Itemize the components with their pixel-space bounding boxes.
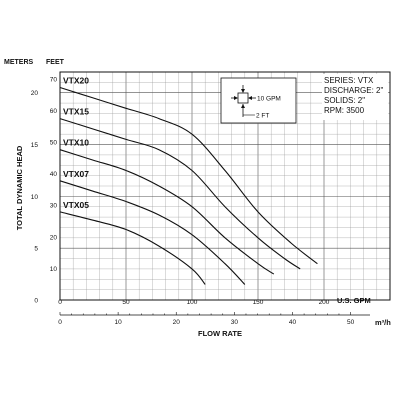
grid: [60, 72, 390, 300]
x-tick-label: 100: [187, 299, 198, 306]
x2-unit-m3h: m³/h: [375, 318, 391, 327]
y-tick-label: 5: [34, 246, 38, 253]
y2-tick-label: 10: [50, 266, 58, 273]
scale-flow-label: 10 GPM: [257, 96, 281, 103]
y2-tick-label: 20: [50, 234, 58, 241]
x2-tick-label: 10: [115, 319, 123, 326]
curve-label-vtx20: VTX20: [63, 76, 89, 86]
scale-arrow-left-icon: [248, 96, 252, 100]
x2-tick-label: 0: [58, 319, 62, 326]
y-unit-meters: METERS: [4, 59, 34, 66]
x-unit-gpm: U.S. GPM: [337, 296, 371, 305]
curve-label-vtx15: VTX15: [63, 107, 89, 117]
spec-rpm: RPM: 3500: [324, 106, 365, 115]
y-tick-label: 0: [34, 298, 38, 305]
x-tick-label: 50: [122, 299, 130, 306]
scale-head-label: 2 FT: [256, 113, 269, 120]
x2-axis-ticks: 0 10 20 30 40 50: [58, 312, 355, 326]
performance-curves: [59, 86, 318, 285]
curve-labels: VTX20 VTX15 VTX10 VTX07 VTX05: [63, 76, 89, 210]
curve-label-vtx05: VTX05: [63, 200, 89, 210]
scale-arrow-down-icon: [241, 89, 245, 93]
y-axis-label: TOTAL DYNAMIC HEAD: [15, 145, 24, 230]
x-axis-ticks: 0 50 100 150 200: [58, 299, 330, 306]
y2-tick-label: 50: [50, 140, 58, 147]
scale-legend-cell: [237, 92, 249, 104]
curve-vtx07: [59, 180, 246, 285]
scale-legend-frame: [220, 77, 297, 124]
y2-axis-ticks: 10 20 30 40 50 60 70: [50, 76, 58, 273]
curve-label-vtx10: VTX10: [63, 138, 89, 148]
y2-tick-label: 70: [50, 76, 58, 83]
curve-label-vtx07: VTX07: [63, 169, 89, 179]
x-tick-label: 200: [319, 299, 330, 306]
x-axis-label: FLOW RATE: [198, 329, 242, 338]
x2-tick-label: 40: [289, 319, 297, 326]
y-axis-ticks: 0 5 10 15 20: [31, 90, 39, 304]
scale-arrow-right-icon: [234, 96, 238, 100]
x2-tick-label: 50: [347, 319, 355, 326]
spec-discharge: DISCHARGE: 2": [324, 86, 383, 95]
curve-vtx10: [59, 149, 275, 275]
spec-series: SERIES: VTX: [324, 76, 374, 85]
y-tick-label: 20: [31, 90, 39, 97]
x2-tick-label: 20: [173, 319, 181, 326]
curve-vtx15: [59, 118, 301, 270]
x-tick-label: 0: [58, 299, 62, 306]
y2-tick-label: 60: [50, 108, 58, 115]
x-tick-label: 150: [253, 299, 264, 306]
scale-arrow-up-icon: [241, 104, 245, 108]
y2-tick-label: 30: [50, 203, 58, 210]
plot-frame: [59, 71, 391, 301]
x2-tick-label: 30: [231, 319, 239, 326]
specs-backdrop: [322, 74, 388, 120]
y2-unit-feet: FEET: [46, 59, 65, 66]
specs-box: SERIES: VTX DISCHARGE: 2" SOLIDS: 2" RPM…: [322, 74, 388, 120]
y2-tick-label: 40: [50, 171, 58, 178]
scale-legend: 10 GPM 2 FT: [220, 77, 297, 124]
spec-solids: SOLIDS: 2": [324, 96, 365, 105]
curve-vtx05: [59, 211, 206, 285]
y-tick-label: 15: [31, 142, 39, 149]
curve-vtx20: [59, 86, 318, 265]
y-tick-label: 10: [31, 194, 39, 201]
